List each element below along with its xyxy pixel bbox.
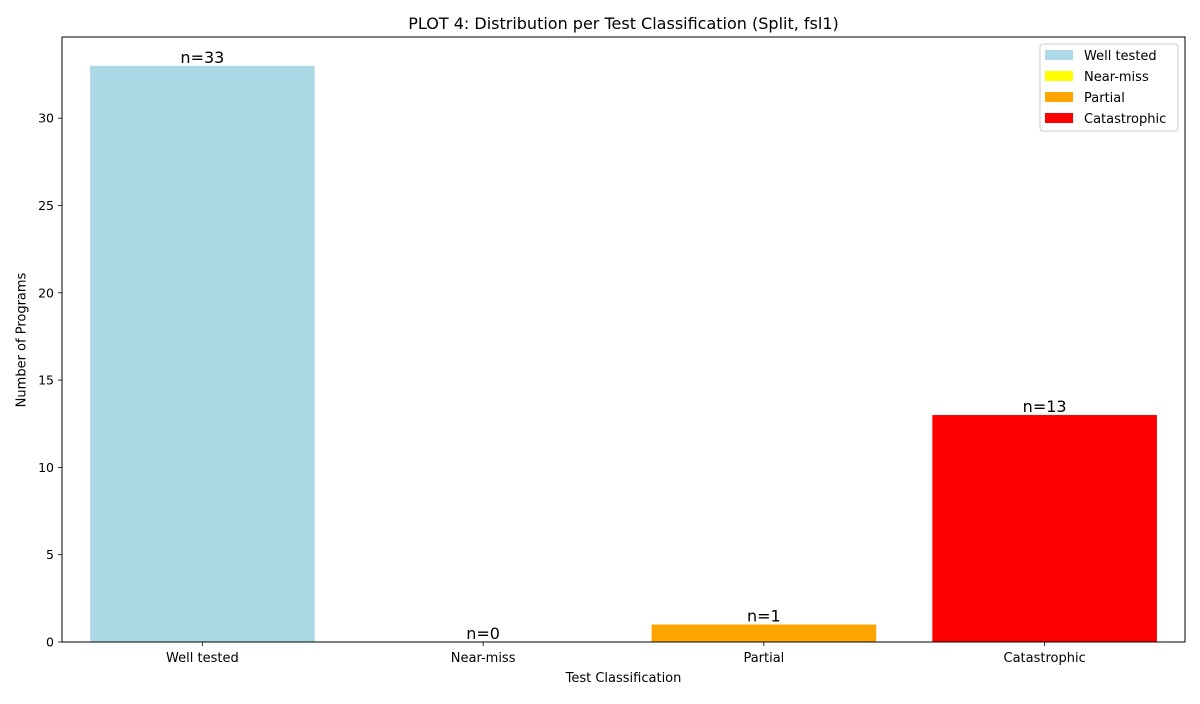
bar-catastrophic <box>932 415 1157 642</box>
legend-label-catastrophic: Catastrophic <box>1084 112 1166 127</box>
data-labels-layer: n=33 n=0 n=1 n=13 <box>180 48 1066 643</box>
legend-swatch-catastrophic <box>1045 113 1073 123</box>
y-tick-label: 15 <box>38 373 54 388</box>
x-tick-label-catastrophic: Catastrophic <box>1004 651 1086 666</box>
data-label-partial: n=1 <box>747 607 781 626</box>
y-tick-label: 10 <box>38 460 54 475</box>
legend-label-partial: Partial <box>1084 91 1125 106</box>
y-tick-label: 5 <box>46 547 54 562</box>
legend-swatch-partial <box>1045 92 1073 102</box>
x-tick-label-well-tested: Well tested <box>166 651 239 666</box>
axes-layer: Well tested Near-miss Partial Catastrophic 0… <box>38 36 1186 666</box>
bar-partial <box>651 624 877 642</box>
legend: Well tested Near-miss Partial Catastrophic <box>1039 43 1179 132</box>
legend-label-well-tested: Well tested <box>1084 49 1157 64</box>
chart-title: PLOT 4: Distribution per Test Classifica… <box>408 14 838 33</box>
y-tick-label: 0 <box>46 635 54 650</box>
y-tick-label: 20 <box>38 285 54 300</box>
x-tick-label-near-miss: Near-miss <box>451 651 516 666</box>
data-label-well-tested: n=33 <box>180 48 224 67</box>
y-tick-label: 30 <box>38 111 54 126</box>
x-axis-label: Test Classification <box>565 671 682 686</box>
legend-box <box>1039 43 1179 132</box>
y-axis-label: Number of Programs <box>15 272 30 407</box>
bar-well-tested <box>90 65 315 643</box>
legend-swatch-well-tested <box>1045 50 1073 60</box>
legend-label-near-miss: Near-miss <box>1084 70 1149 85</box>
plot-frame <box>61 36 1186 643</box>
x-tick-label-partial: Partial <box>743 651 784 666</box>
bars-layer <box>90 65 1157 643</box>
data-label-catastrophic: n=13 <box>1023 397 1067 416</box>
legend-swatch-near-miss <box>1045 71 1073 81</box>
y-tick-label: 25 <box>38 198 54 213</box>
data-label-near-miss: n=0 <box>466 624 500 643</box>
